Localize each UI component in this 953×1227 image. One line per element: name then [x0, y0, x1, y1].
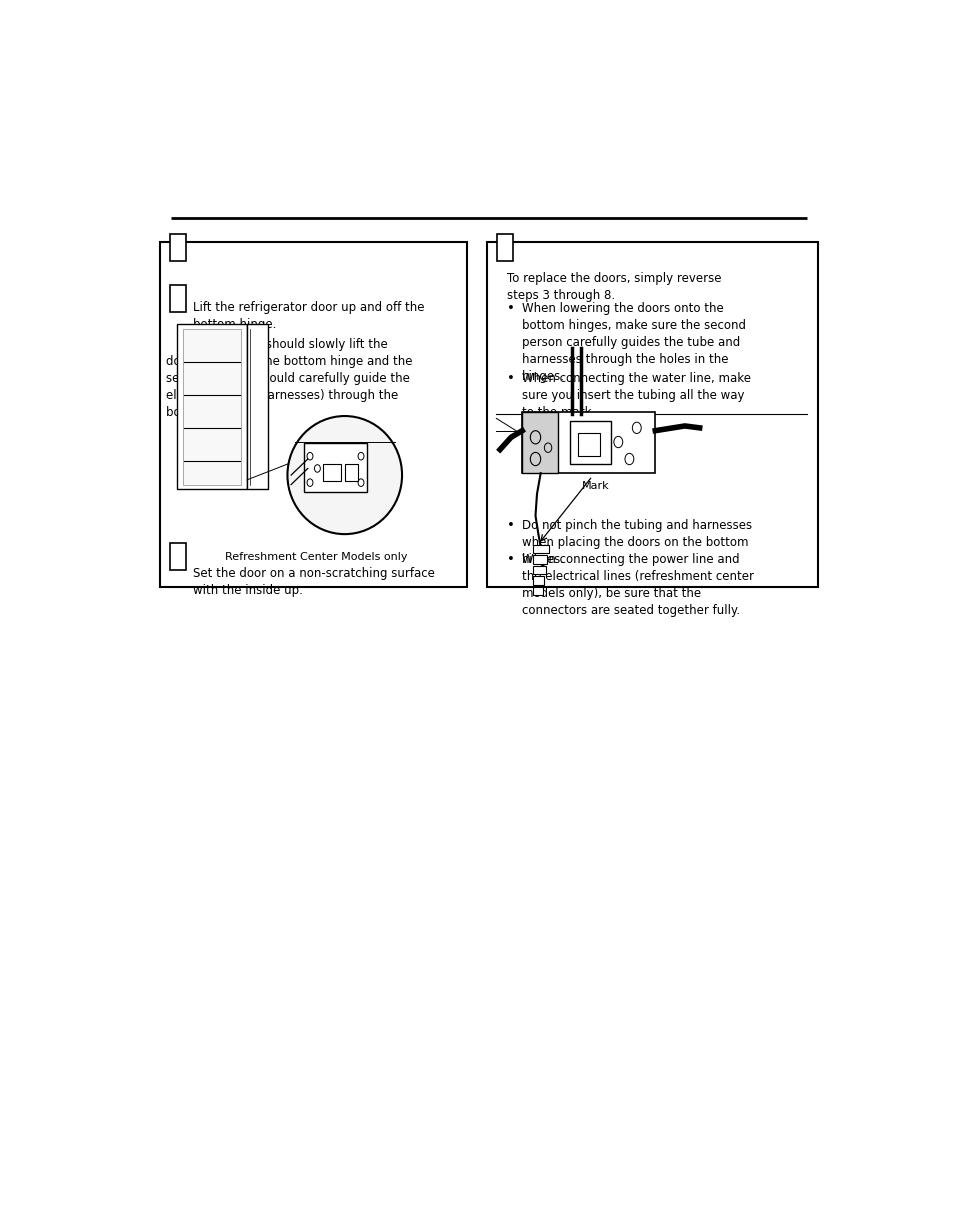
Bar: [170, 285, 186, 312]
Text: To replace the doors, simply reverse
steps 3 through 8.: To replace the doors, simply reverse ste…: [507, 272, 721, 302]
Text: When connecting the water line, make
sure you insert the tubing all the way
to t: When connecting the water line, make sur…: [521, 372, 750, 420]
Bar: [304, 443, 367, 492]
Bar: [170, 234, 186, 260]
Bar: [160, 242, 466, 587]
Bar: [170, 544, 186, 569]
Text: Mark: Mark: [581, 481, 609, 491]
Text: •: •: [507, 302, 515, 315]
Text: Lift the refrigerator door up and off the
bottom hinge.: Lift the refrigerator door up and off th…: [193, 302, 424, 331]
Bar: [532, 566, 545, 574]
Bar: [532, 587, 542, 595]
Bar: [570, 421, 610, 464]
Bar: [487, 242, 817, 587]
Bar: [532, 556, 547, 564]
Bar: [497, 234, 513, 260]
Text: When lowering the doors onto the
bottom hinges, make sure the second
person care: When lowering the doors onto the bottom …: [521, 302, 745, 383]
Bar: [176, 324, 247, 490]
Text: Set the door on a non-scratching surface
with the inside up.: Set the door on a non-scratching surface…: [193, 567, 435, 596]
Text: When connecting the power line and
the electrical lines (refreshment center
mode: When connecting the power line and the e…: [521, 553, 754, 617]
Bar: [344, 464, 357, 481]
Bar: [532, 545, 548, 553]
Text: •: •: [507, 519, 515, 531]
Text: •: •: [507, 372, 515, 385]
Bar: [247, 324, 268, 490]
Bar: [521, 412, 655, 474]
Text: Do not pinch the tubing and harnesses
when placing the doors on the bottom
hinge: Do not pinch the tubing and harnesses wh…: [521, 519, 752, 566]
Bar: [322, 464, 341, 481]
Bar: [183, 329, 241, 485]
Text: •: •: [507, 553, 515, 567]
Text: one person should slowly lift the
door up and off the bottom hinge and the
secon: one person should slowly lift the door u…: [166, 339, 412, 420]
Ellipse shape: [287, 416, 401, 534]
Text: Refreshment Center Models only: Refreshment Center Models only: [225, 552, 408, 562]
Bar: [521, 412, 558, 474]
Bar: [577, 433, 599, 456]
Bar: [532, 577, 544, 585]
